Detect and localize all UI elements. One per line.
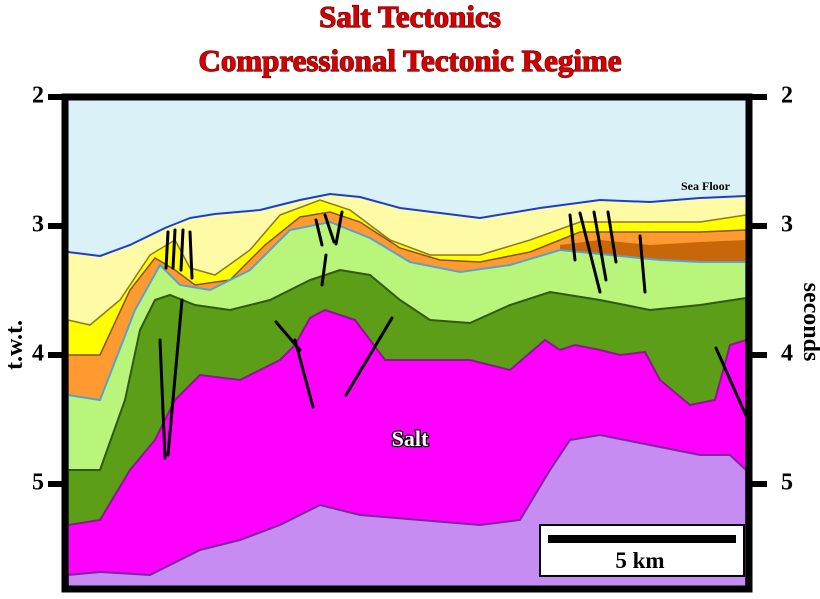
title-line: Compressional Tectonic Regime [198,43,621,78]
tick-label: 2 [32,83,44,109]
right-axis-label: seconds [798,283,820,362]
tick-label: 5 [781,470,793,496]
tick-label: 4 [781,341,793,367]
sea-floor-line [67,193,747,257]
cross-section: Sea Floor Salt 5 km [66,98,750,589]
salt-label: Salt [392,426,429,451]
title-line: Salt Tectonics [319,0,501,34]
scale-box [539,524,745,577]
tick-label: 2 [781,83,793,109]
faults [158,210,750,460]
scale-bar [548,535,736,543]
left-axis-label: t.w.t. [2,320,28,370]
scale-label: 5 km [615,548,664,573]
tick-label: 4 [32,341,44,367]
frame [61,93,753,593]
sea-floor-label: Sea Floor [681,179,731,193]
tick-label: 3 [32,212,44,238]
tick-label: 5 [32,470,44,496]
tick-label: 3 [781,212,793,238]
